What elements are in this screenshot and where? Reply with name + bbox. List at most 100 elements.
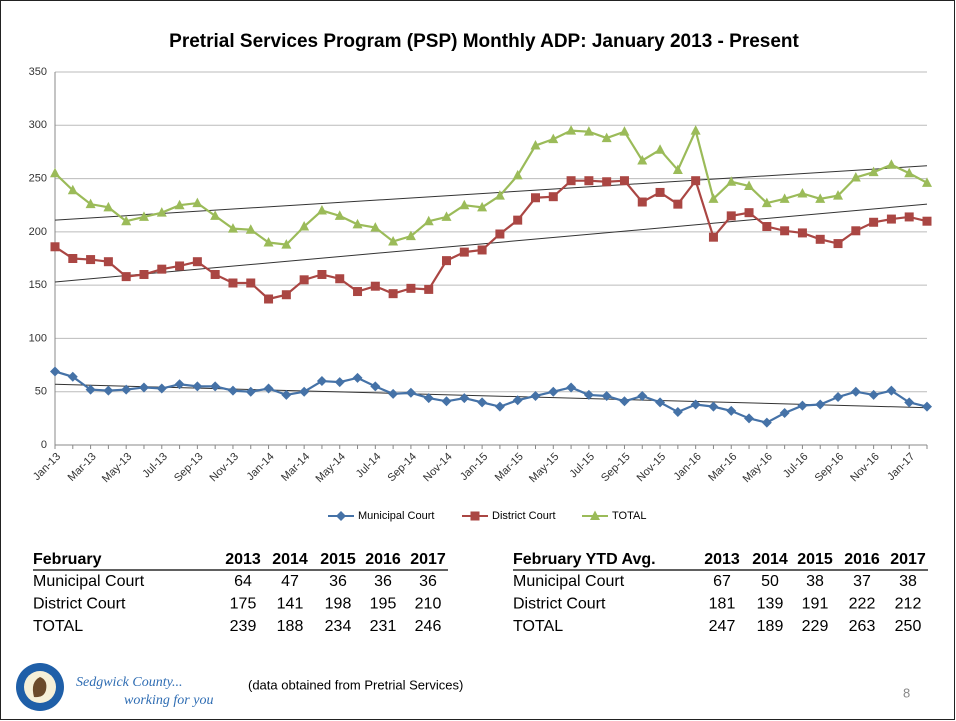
marker	[548, 133, 559, 144]
table-cell: 239	[230, 618, 257, 635]
marker	[192, 197, 203, 208]
marker	[317, 269, 327, 279]
marker	[67, 371, 78, 382]
marker	[336, 511, 346, 521]
table-cell: 189	[757, 618, 784, 635]
marker	[512, 169, 523, 180]
marker	[459, 247, 469, 257]
marker	[762, 222, 772, 232]
marker	[708, 232, 718, 242]
table-cell: 212	[895, 596, 922, 613]
table-header: 2014	[752, 551, 788, 568]
marker	[494, 401, 505, 412]
marker	[708, 401, 719, 412]
marker	[619, 126, 630, 136]
table-cell: 67	[713, 573, 731, 590]
marker	[868, 389, 879, 400]
marker	[904, 167, 915, 178]
table-cell: 38	[899, 573, 917, 590]
logo-text: Sedgwick County...	[76, 675, 183, 690]
y-tick-label: 200	[29, 226, 47, 238]
source-note: (data obtained from Pretrial Services)	[248, 677, 463, 692]
marker	[495, 229, 505, 239]
marker	[405, 387, 416, 398]
marker	[530, 193, 540, 203]
table-cell: 210	[415, 596, 442, 613]
marker	[68, 254, 78, 263]
page-number: 8	[903, 685, 910, 700]
table-header: February YTD Avg.	[513, 551, 656, 568]
marker	[174, 379, 185, 390]
marker	[637, 197, 647, 207]
marker	[85, 198, 96, 209]
logo-text: working for you	[124, 693, 213, 708]
table-cell: 139	[757, 596, 784, 613]
table-cell: 64	[234, 573, 252, 590]
marker	[86, 255, 96, 265]
marker	[530, 140, 541, 150]
marker	[672, 406, 683, 417]
marker	[192, 257, 202, 267]
y-tick-label: 50	[35, 386, 47, 398]
marker	[441, 396, 452, 407]
marker	[245, 224, 256, 234]
marker	[779, 408, 790, 419]
table-cell: District Court	[513, 596, 606, 613]
marker	[459, 393, 470, 404]
table-header: 2017	[890, 551, 926, 568]
marker	[227, 385, 238, 396]
marker	[815, 399, 826, 410]
marker	[655, 187, 665, 197]
legend-label: TOTAL	[612, 510, 646, 522]
table-cell: 198	[325, 596, 352, 613]
y-tick-label: 350	[29, 66, 47, 78]
table-cell: 250	[895, 618, 922, 635]
marker	[388, 289, 398, 299]
marker	[850, 386, 861, 397]
chart-title: Pretrial Services Program (PSP) Monthly …	[169, 31, 799, 52]
marker	[530, 390, 541, 401]
marker	[513, 215, 523, 225]
marker	[655, 397, 666, 408]
marker	[637, 390, 648, 401]
marker	[299, 221, 310, 231]
table-cell: TOTAL	[33, 618, 83, 635]
marker	[121, 384, 132, 395]
marker	[583, 126, 594, 136]
marker	[103, 385, 114, 396]
y-tick-label: 0	[41, 439, 47, 451]
marker	[583, 389, 594, 400]
table-cell: 231	[370, 618, 397, 635]
table-cell: TOTAL	[513, 618, 563, 635]
marker	[833, 392, 844, 403]
logo-figure	[32, 677, 47, 698]
table-cell: 234	[325, 618, 352, 635]
marker	[922, 177, 932, 187]
marker	[869, 217, 879, 227]
marker	[246, 278, 256, 288]
table-header: 2016	[844, 551, 880, 568]
marker	[797, 400, 808, 411]
table-cell: 247	[709, 618, 736, 635]
marker	[335, 274, 345, 284]
marker	[744, 180, 755, 191]
marker	[655, 144, 666, 154]
legend-label: District Court	[492, 510, 556, 522]
table-header: 2014	[272, 551, 308, 568]
marker	[619, 176, 629, 186]
marker	[601, 132, 612, 143]
table-cell: 36	[329, 573, 347, 590]
marker	[590, 510, 600, 520]
table-cell: 222	[849, 596, 876, 613]
marker	[370, 281, 380, 291]
marker	[886, 385, 897, 396]
marker	[352, 372, 363, 383]
marker	[281, 290, 291, 300]
marker	[470, 511, 480, 521]
marker	[566, 382, 577, 393]
marker	[442, 256, 452, 266]
table-header: 2016	[365, 551, 401, 568]
marker	[316, 376, 327, 387]
marker	[423, 393, 434, 404]
